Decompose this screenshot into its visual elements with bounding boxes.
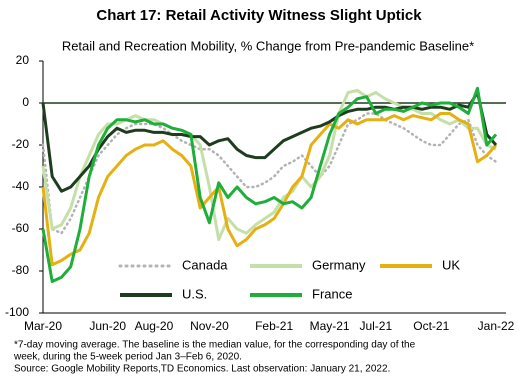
series-line: [41, 112, 498, 235]
legend-label: U.S.: [182, 286, 207, 301]
chart-subtitle: Retail and Recreation Mobility, % Change…: [62, 38, 474, 53]
series-line: [41, 91, 498, 193]
y-tick-label: -100: [5, 305, 29, 319]
legend-label: France: [312, 286, 352, 301]
y-tick-label: -40: [12, 179, 30, 193]
footnote: week, during the 5-week period Jan 3–Feb…: [13, 352, 242, 363]
x-tick-label: Feb-21: [255, 319, 293, 333]
footnote: *7-day moving average. The baseline is t…: [14, 340, 416, 351]
x-tick-label: Aug-20: [135, 319, 174, 333]
y-tick-label: 20: [16, 53, 30, 67]
legend-label: Canada: [182, 257, 228, 272]
x-tick-label: Nov-20: [190, 319, 229, 333]
legend-label: UK: [442, 257, 460, 272]
x-tick-label: Oct-21: [413, 319, 449, 333]
x-tick-label: Jul-21: [359, 319, 392, 333]
chart-title: Chart 17: Retail Activity Witness Slight…: [96, 7, 422, 24]
x-tick-label: Jun-20: [89, 319, 126, 333]
x-tick-label: Mar-20: [24, 319, 62, 333]
series-line: [41, 88, 497, 241]
x-tick-label: Jan-22: [478, 319, 515, 333]
legend-label: Germany: [312, 257, 366, 272]
y-tick-label: 0: [22, 95, 29, 109]
y-tick-label: -80: [12, 263, 30, 277]
y-tick-label: -60: [12, 221, 30, 235]
source: Source: Google Mobility Reports,TD Econo…: [14, 364, 390, 375]
y-tick-label: -20: [12, 137, 30, 151]
x-tick-label: May-21: [310, 319, 350, 333]
series-line: [41, 86, 498, 283]
series-line: [41, 112, 498, 267]
